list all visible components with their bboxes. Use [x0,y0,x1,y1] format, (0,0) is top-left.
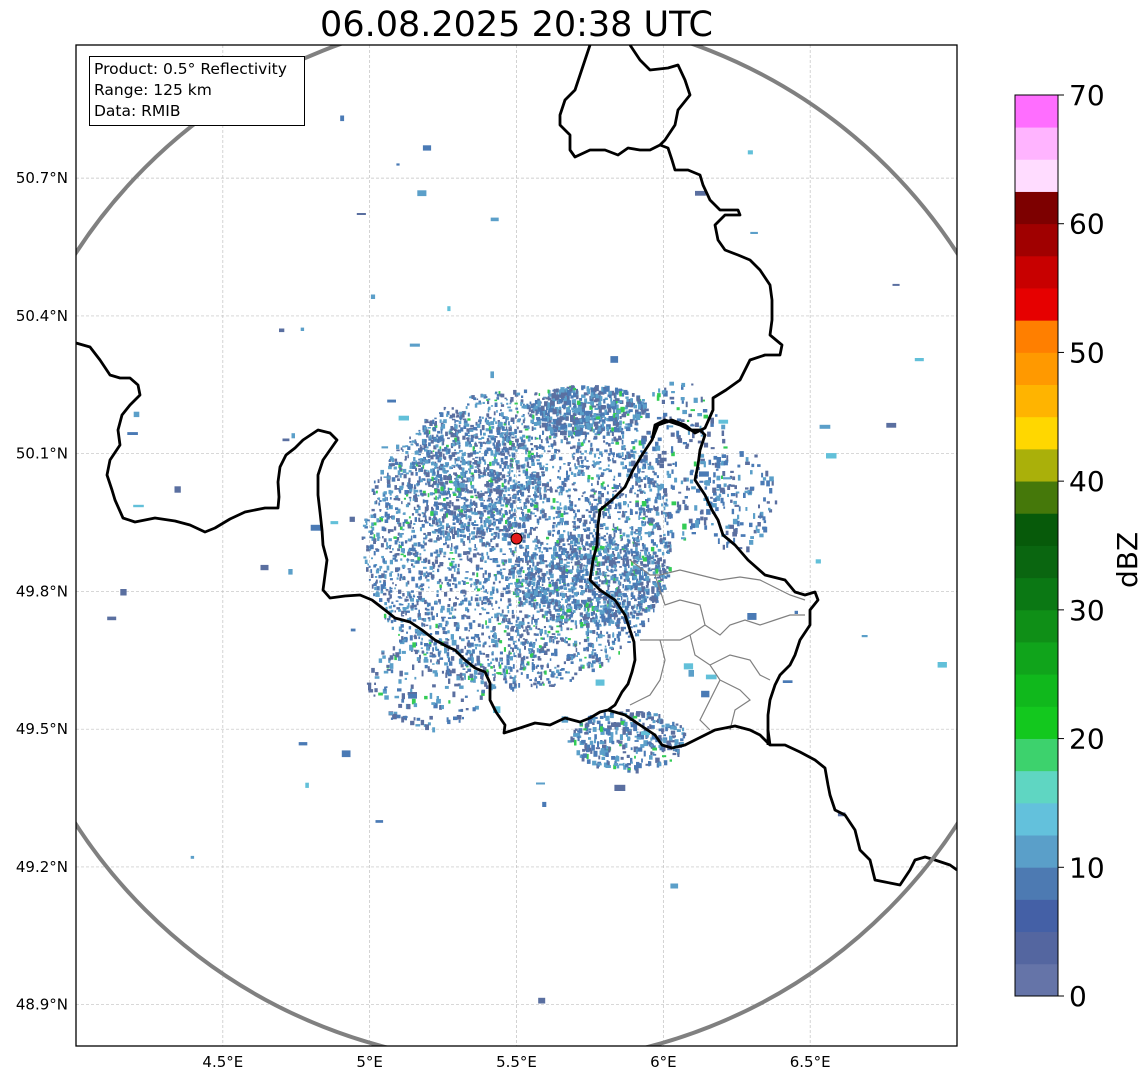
colorbar-tick-label: 50 [1069,336,1105,369]
lat-tick-label: 49.2°N [16,858,68,876]
colorbar-bin [1015,223,1058,257]
colorbar-bin [1015,706,1058,739]
colorbar-bin [1015,352,1058,386]
map-frame [75,44,958,1047]
lon-tick-label: 6°E [650,1053,677,1071]
colorbar-ticks: 0 10 20 30 40 50 60 70 [1058,80,1105,1013]
colorbar-bin [1015,609,1058,643]
colorbar-bin [1015,770,1058,804]
reflectivity-echoes [107,115,947,1004]
country-border-line [607,708,957,887]
product-info-box: Product: 0.5° Reflectivity Range: 125 km… [89,56,305,126]
colorbar-bin [1015,481,1058,514]
colorbar-unit-label: dBZ [1111,531,1144,588]
colorbar-bin [1015,642,1058,675]
colorbar-bin [1015,835,1058,868]
lat-tick-label: 50.4°N [16,307,68,325]
lon-tick-label: 4.5°E [202,1053,243,1071]
colorbar-bins [1015,95,1058,997]
info-range: Range: 125 km [94,81,212,99]
latitude-tick-labels: 48.9°N 49.2°N 49.5°N 49.8°N 50.1°N 50.4°N 50.7… [16,169,68,1014]
colorbar-bin [1015,95,1058,128]
admin-border-line [629,639,666,706]
lat-tick-label: 50.7°N [16,169,68,187]
admin-borders [629,559,806,731]
colorbar-bin [1015,416,1058,450]
colorbar-bin [1015,448,1058,482]
admin-border-line [640,574,706,641]
lat-tick-label: 49.8°N [16,582,68,600]
colorbar-bin [1015,963,1058,997]
colorbar-bin [1015,577,1058,611]
map-title: 06.08.2025 20:38 UTC [320,5,713,45]
lon-tick-label: 5°E [356,1053,383,1071]
lat-tick-label: 49.5°N [16,720,68,738]
colorbar: 0 10 20 30 40 50 60 70 [1014,80,1105,1013]
country-borders [76,45,957,887]
info-product: Product: 0.5° Reflectivity [94,60,287,78]
lat-tick-label: 48.9°N [16,996,68,1014]
country-border-line [650,418,820,746]
colorbar-tick-label: 30 [1069,594,1105,627]
colorbar-bin [1015,545,1058,579]
colorbar-bin [1015,802,1058,836]
colorbar-tick-label: 20 [1069,723,1105,756]
colorbar-bin [1015,191,1058,225]
admin-border-line [719,679,751,731]
colorbar-tick-label: 70 [1069,80,1105,112]
admin-border-line [704,614,805,636]
country-border-line [628,45,692,146]
country-border-line [76,45,784,735]
colorbar-bin [1015,384,1058,418]
colorbar-frame [1014,94,1059,997]
info-data-source: Data: RMIB [94,102,181,120]
colorbar-tick-label: 40 [1069,465,1105,498]
colorbar-bin [1015,288,1058,321]
colorbar-bin [1015,320,1058,353]
radar-site-marker[interactable] [510,532,523,545]
colorbar-tick-label: 60 [1069,208,1105,241]
colorbar-bin [1015,255,1058,289]
colorbar-bin [1015,899,1058,933]
radar-map[interactable]: 4.5°E 5°E 5.5°E 6°E 6.5°E 48.9°N 49.2°N 49.5°N… [0,0,1000,1081]
lon-tick-label: 5.5°E [496,1053,537,1071]
lat-tick-label: 50.1°N [16,445,68,463]
admin-border-line [709,654,771,681]
colorbar-bin [1015,867,1058,900]
colorbar-bin [1015,931,1058,965]
colorbar-bin [1015,738,1058,772]
colorbar-tick-label: 0 [1069,980,1087,1013]
longitude-tick-labels: 4.5°E 5°E 5.5°E 6°E 6.5°E [202,1053,830,1071]
colorbar-bin [1015,674,1058,707]
lon-tick-label: 6.5°E [790,1053,831,1071]
colorbar-tick-label: 10 [1069,851,1105,884]
colorbar-bin [1015,513,1058,546]
colorbar-bin [1015,127,1058,160]
colorbar-bin [1015,159,1058,192]
